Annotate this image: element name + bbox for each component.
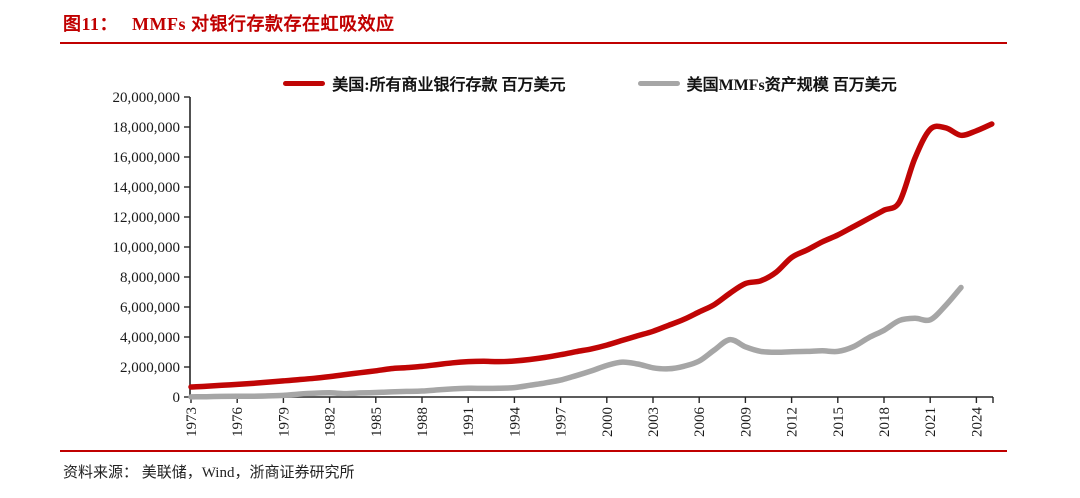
chart-legend: 美国:所有商业银行存款 百万美元 美国MMFs资产规模 百万美元 [190,71,990,95]
x-axis-label: 1994 [507,407,523,438]
y-axis-label: 8,000,000 [120,270,180,286]
y-axis-label: 4,000,000 [120,330,180,346]
x-axis-label: 2009 [738,407,754,437]
footer-divider [60,450,1007,452]
x-axis-label: 1985 [369,407,385,437]
x-axis-label: 1973 [184,407,200,437]
y-axis-label: 10,000,000 [113,240,181,256]
x-axis-label: 2024 [969,407,985,438]
x-axis-label: 1979 [276,407,292,437]
x-axis-label: 2000 [600,407,616,437]
y-axis-label: 2,000,000 [120,360,180,376]
title-divider [60,42,1007,44]
x-axis-label: 1982 [323,407,339,437]
y-axis-label: 6,000,000 [120,300,180,316]
y-axis-label: 14,000,000 [113,180,181,196]
legend-line-red [283,80,326,86]
figure-title-text: MMFs 对银行存款存在虹吸效应 [132,14,395,34]
legend-label-bank-deposits: 美国:所有商业银行存款 百万美元 [332,77,566,94]
y-axis-label: 20,000,000 [113,90,181,106]
legend-item-mmf-assets: 美国MMFs资产规模 百万美元 [637,71,897,95]
x-axis-label: 2003 [646,407,662,437]
x-axis-label: 2006 [692,407,708,438]
x-axis-label: 1997 [554,407,570,438]
legend-label-mmf-assets: 美国MMFs资产规模 百万美元 [686,77,897,94]
x-axis-label: 1988 [415,407,431,437]
x-axis-label: 2018 [877,407,893,437]
x-axis-label: 2015 [831,407,847,437]
figure-number: 图11： [63,14,119,34]
y-axis-label: 16,000,000 [113,150,181,166]
figure-title: 图11： MMFs 对银行存款存在虹吸效应 [63,10,395,36]
source-note: 资料来源： 美联储，Wind，浙商证券研究所 [63,465,355,481]
y-axis-label: 0 [173,390,181,406]
mmf-line [188,284,964,400]
deposits-line [188,121,995,390]
x-axis-label: 1991 [461,407,477,437]
y-axis-label: 18,000,000 [113,120,181,136]
x-axis-label: 2012 [785,407,801,437]
legend-item-bank-deposits: 美国:所有商业银行存款 百万美元 [283,71,566,95]
y-axis-label: 12,000,000 [113,210,181,226]
x-axis-label: 1976 [230,407,246,438]
legend-line-gray [637,80,680,86]
x-axis-label: 2021 [923,407,939,437]
